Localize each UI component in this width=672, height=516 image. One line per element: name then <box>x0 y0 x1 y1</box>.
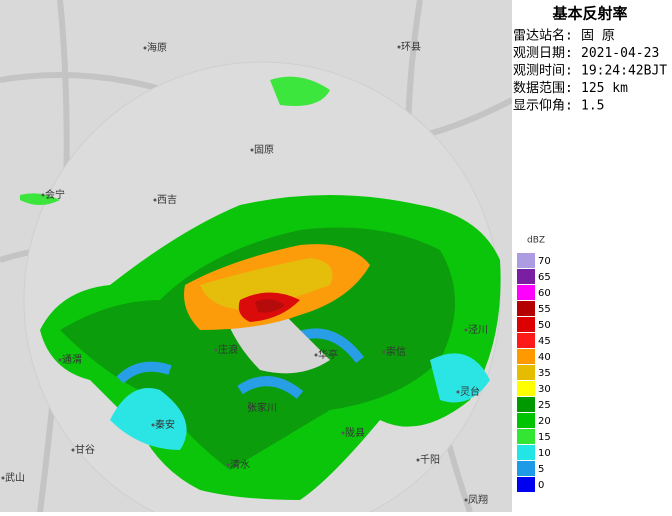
legend-swatch <box>517 269 535 284</box>
info-panel <box>512 0 672 512</box>
info-value: 125 km <box>581 81 628 96</box>
place-dot <box>464 328 468 332</box>
echoes <box>20 76 501 500</box>
info-label: 观测日期: <box>513 46 573 61</box>
place-label: 泾川 <box>468 323 488 336</box>
place-label: 华亭 <box>318 348 338 361</box>
place-label: 张家川 <box>247 401 277 414</box>
place-label: 环县 <box>401 41 421 53</box>
place-dot <box>153 198 157 202</box>
place-label: 武山 <box>5 471 25 484</box>
place-label: 清水 <box>230 458 250 471</box>
place-label: 陇县 <box>345 426 365 439</box>
place-label: 庄浪 <box>218 343 238 356</box>
place-label: 秦安 <box>155 418 175 431</box>
place-label: 固原 <box>254 144 274 156</box>
legend-swatch <box>517 301 535 316</box>
legend-label: 60 <box>538 288 551 299</box>
legend-label: 50 <box>538 320 551 331</box>
legend-label: 70 <box>538 256 551 267</box>
place-label: 海原 <box>147 41 167 54</box>
place-dot <box>1 476 5 480</box>
place-dot <box>397 45 401 49</box>
legend-swatch <box>517 397 535 412</box>
place-dot <box>214 348 218 352</box>
legend-swatch <box>517 381 535 396</box>
place-label: 会宁 <box>45 188 65 201</box>
place-dot <box>382 350 386 354</box>
place-dot <box>314 353 318 357</box>
legend-label: 45 <box>538 336 551 347</box>
info-label: 雷达站名: <box>513 28 573 44</box>
info-value: 1.5 <box>581 99 604 114</box>
legend-swatch <box>517 349 535 364</box>
legend-label: 5 <box>538 464 544 475</box>
legend-swatch <box>517 365 535 380</box>
place-dot <box>416 458 420 462</box>
legend-swatch <box>517 477 535 492</box>
legend-label: 20 <box>538 416 551 427</box>
legend-swatch <box>517 429 535 444</box>
place-dot <box>143 46 147 50</box>
legend-label: 25 <box>538 400 551 411</box>
place-dot <box>341 431 345 435</box>
legend-label: 55 <box>538 304 551 315</box>
info-value: 19:24:42BJT <box>581 64 667 79</box>
legend-label: 30 <box>538 384 551 395</box>
legend-swatch <box>517 413 535 428</box>
info-value: 固 原 <box>581 29 615 44</box>
place-dot <box>464 498 468 502</box>
info-label: 显示仰角: <box>513 99 573 114</box>
legend-swatch <box>517 445 535 460</box>
place-dot <box>71 448 75 452</box>
legend-title: dBZ <box>527 236 545 246</box>
legend-swatch <box>517 333 535 348</box>
legend-swatch <box>517 253 535 268</box>
legend-label: 65 <box>538 272 551 283</box>
legend-label: 15 <box>538 432 551 443</box>
place-dot <box>250 148 254 152</box>
info-label: 数据范围: <box>513 81 573 96</box>
place-dot <box>456 390 460 394</box>
legend-swatch <box>517 461 535 476</box>
place-label: 灵台 <box>460 385 480 398</box>
panel-title: 基本反射率 <box>551 5 627 23</box>
place-label: 凤翔 <box>468 493 488 506</box>
place-dot <box>58 358 62 362</box>
legend-swatch <box>517 317 535 332</box>
place-label: 千阳 <box>420 454 440 466</box>
place-label: 西吉 <box>157 194 177 206</box>
place-label: 崇信 <box>386 346 406 358</box>
place-label: 通渭 <box>62 354 82 366</box>
place-label: 甘谷 <box>75 443 95 456</box>
place-dot <box>151 423 155 427</box>
place-dot <box>248 406 252 410</box>
legend-label: 0 <box>538 480 544 491</box>
info-label: 观测时间: <box>513 64 573 79</box>
legend-label: 35 <box>538 368 551 379</box>
legend-label: 10 <box>538 448 551 459</box>
info-value: 2021-04-23 <box>581 46 659 61</box>
place-dot <box>41 193 45 197</box>
legend-label: 40 <box>538 352 551 363</box>
place-dot <box>226 463 230 467</box>
legend-swatch <box>517 285 535 300</box>
